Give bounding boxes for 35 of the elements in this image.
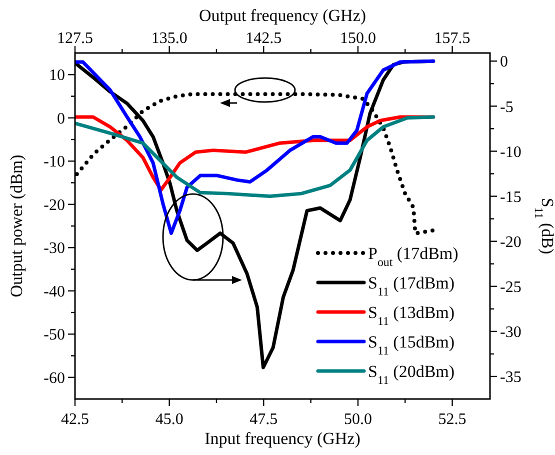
x-tick-label: 52.5 [438, 411, 466, 428]
x-axis-title: Input frequency (GHz) [204, 429, 360, 448]
x2-tick-label: 157.5 [434, 30, 470, 47]
y2-tick-label: 0 [500, 54, 508, 71]
legend-label: S$_{11}$ (17dBm) [368, 273, 455, 298]
y2-tick-label: -25 [500, 278, 522, 296]
y-tick-label: -60 [44, 370, 65, 387]
y-tick-label: -30 [44, 240, 65, 258]
x2-axis-title: Output frequency (GHz) [198, 6, 366, 25]
y-tick-label: -50 [44, 326, 65, 344]
y-tick-label: -40 [44, 283, 65, 300]
x-tick-label: 42.5 [61, 411, 89, 428]
x-tick-label: 47.5 [250, 411, 278, 428]
y2-tick-label: -5 [500, 98, 514, 116]
y2-tick-label: -35 [500, 369, 522, 386]
x-tick-label: 50.0 [344, 411, 372, 428]
y-axis-title: Output power (dBm) [7, 154, 26, 298]
line-series [75, 59, 436, 235]
x2-tick-label: 150.0 [340, 30, 376, 47]
y2-tick-label: -20 [500, 234, 522, 251]
y-tick-label: 0 [57, 110, 65, 128]
y-tick-label: 10 [49, 67, 65, 84]
x2-tick-label: 135.0 [151, 30, 188, 47]
x2-tick-label: 142.5 [246, 30, 282, 47]
legend-label: S$_{11}$ (13dBm) [368, 302, 455, 328]
x-tick-label: 45.0 [155, 411, 184, 428]
y-tick-label: -20 [44, 196, 65, 214]
legend-label: P$_{out}$ (17dBm) [368, 244, 458, 269]
legend-label: S$_{11}$ (15dBm) [368, 332, 455, 358]
y2-tick-label: -30 [500, 324, 522, 342]
legend-label: S$_{11}$ (20dBm) [368, 362, 455, 387]
y2-tick-label: -15 [500, 188, 522, 206]
x2-tick-label: 127.5 [57, 30, 93, 47]
y2-tick-label: -10 [500, 144, 522, 161]
y-tick-label: -10 [44, 154, 65, 171]
